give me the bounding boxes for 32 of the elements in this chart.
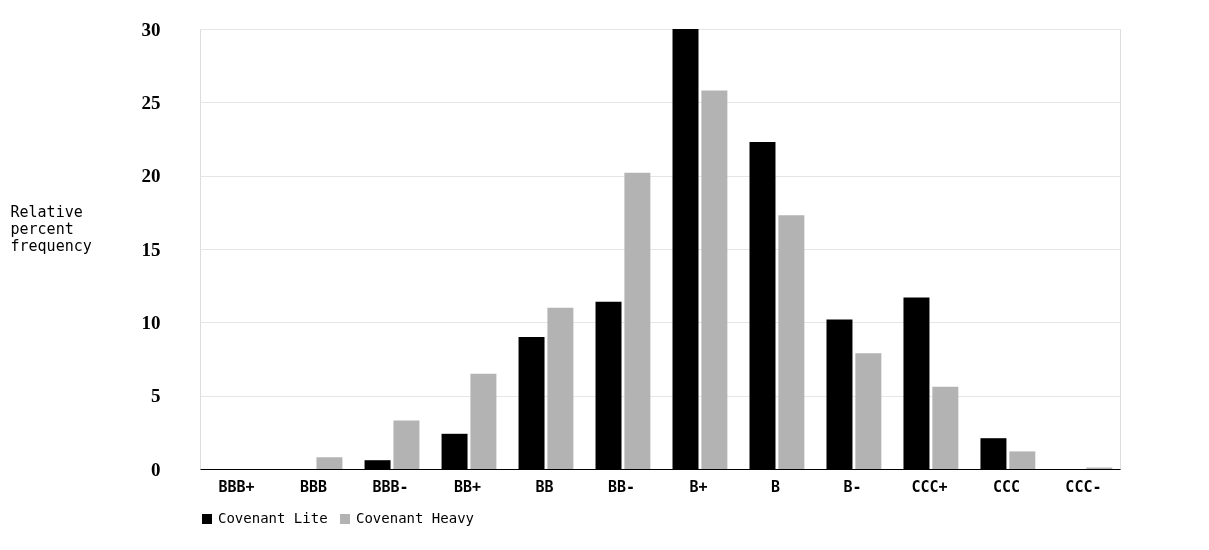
x-tick-label: BB	[535, 477, 554, 496]
bar	[855, 353, 882, 469]
x-tick-label: CCC	[992, 477, 1020, 496]
y-tick-label: 25	[141, 91, 161, 113]
bar	[701, 90, 728, 469]
y-axis-title: Relative percent frequency	[10, 202, 92, 255]
x-tick-label: CCC-	[1065, 477, 1102, 496]
x-tick-label: B-	[843, 477, 862, 496]
bar	[1009, 451, 1036, 469]
y-tick-label: 0	[151, 458, 161, 480]
bar	[778, 215, 805, 469]
legend-label: Covenant Lite	[218, 510, 328, 526]
y-tick-label: 20	[141, 165, 161, 187]
bar	[624, 172, 651, 469]
y-tick-label: 30	[141, 18, 161, 40]
y-tick-label: 10	[141, 311, 161, 333]
x-tick-label: CCC+	[911, 477, 948, 496]
x-tick-label: B	[770, 477, 780, 496]
bar	[316, 457, 343, 469]
bar	[470, 373, 497, 469]
x-tick-label: BB-	[607, 477, 636, 496]
x-tick-label: BBB-	[372, 477, 409, 496]
bar	[393, 420, 420, 469]
x-tick-label: BBB+	[218, 477, 255, 496]
y-tick-label: 15	[141, 238, 161, 260]
y-tick-label: 5	[151, 385, 161, 407]
x-tick-label: BBB	[300, 477, 328, 496]
x-tick-label: B+	[689, 477, 708, 496]
bar	[932, 386, 959, 469]
legend-label: Covenant Heavy	[356, 510, 475, 526]
bar	[547, 307, 574, 469]
x-tick-label: BB+	[453, 477, 482, 496]
